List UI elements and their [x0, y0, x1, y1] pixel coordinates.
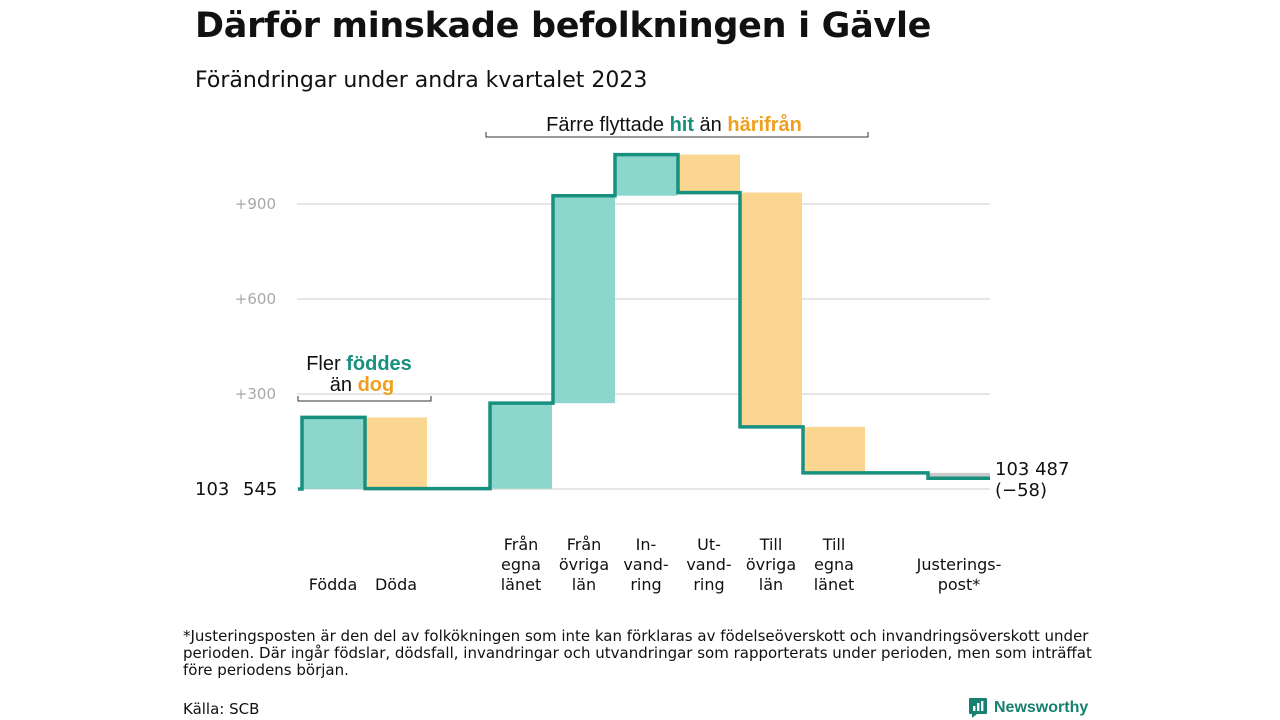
footnote: *Justeringsposten är den del av folkökni… — [183, 627, 1092, 679]
bar-invandring — [615, 154, 677, 196]
newsworthy-logo: Newsworthy — [968, 697, 1088, 719]
step-line — [298, 152, 990, 491]
x-label-invandring: In-vand-ring — [623, 535, 668, 594]
x-label-doda: Döda — [375, 575, 417, 594]
bar-till-egna-lanet — [803, 426, 865, 473]
x-label-fran-egna-lanet: Från egna länet — [501, 535, 542, 594]
chart-title: Därför minskade befolkningen i Gävle — [195, 6, 932, 46]
x-label-utvandring: Ut-vand-ring — [686, 535, 731, 594]
births-bracket — [297, 396, 432, 402]
bar-till-ovriga-lan — [740, 192, 802, 427]
y-tick-label: +600 — [235, 290, 276, 308]
migration-bracket — [485, 132, 869, 138]
births-annotation-line1: Fler föddes — [306, 353, 412, 375]
migration-annotation: Färre flyttade hit än härifrån — [546, 113, 802, 136]
bar-fran-egna-lanet — [490, 403, 552, 489]
labels: +300 +600 +900 Födda Döda Från egna länet Från öv… — [195, 195, 1069, 594]
chart-subtitle: Förändringar under andra kvartalet 2023 — [195, 68, 648, 93]
x-label-till-ovriga-lan: Till övriga län — [746, 535, 796, 594]
bar-justeringspost — [928, 472, 990, 479]
bars — [302, 154, 990, 489]
x-label-fodda: Födda — [309, 575, 358, 594]
x-label-fran-ovriga-lan: Från övriga län — [559, 535, 609, 594]
source-note: Källa: SCB — [183, 700, 260, 718]
end-change-label: (−58) — [995, 480, 1047, 501]
start-value-label: 103 545 — [195, 479, 277, 500]
bar-utvandring — [678, 154, 740, 193]
births-annotation-line2: än dog — [330, 374, 394, 396]
end-value-label: 103 487 — [995, 459, 1069, 480]
y-tick-label: +900 — [235, 195, 276, 213]
logo-text: Newsworthy — [994, 699, 1089, 716]
bar-doda — [365, 417, 427, 489]
x-label-till-egna-lanet: Till egna länet — [814, 535, 855, 594]
y-tick-label: +300 — [235, 385, 276, 403]
x-label-justeringspost: Justerings-post* — [916, 555, 1002, 594]
cumulative-step-line — [298, 152, 990, 491]
bar-chart-icon — [969, 698, 987, 718]
bar-fran-ovriga-lan — [553, 195, 615, 404]
bar-fodda — [302, 417, 364, 489]
